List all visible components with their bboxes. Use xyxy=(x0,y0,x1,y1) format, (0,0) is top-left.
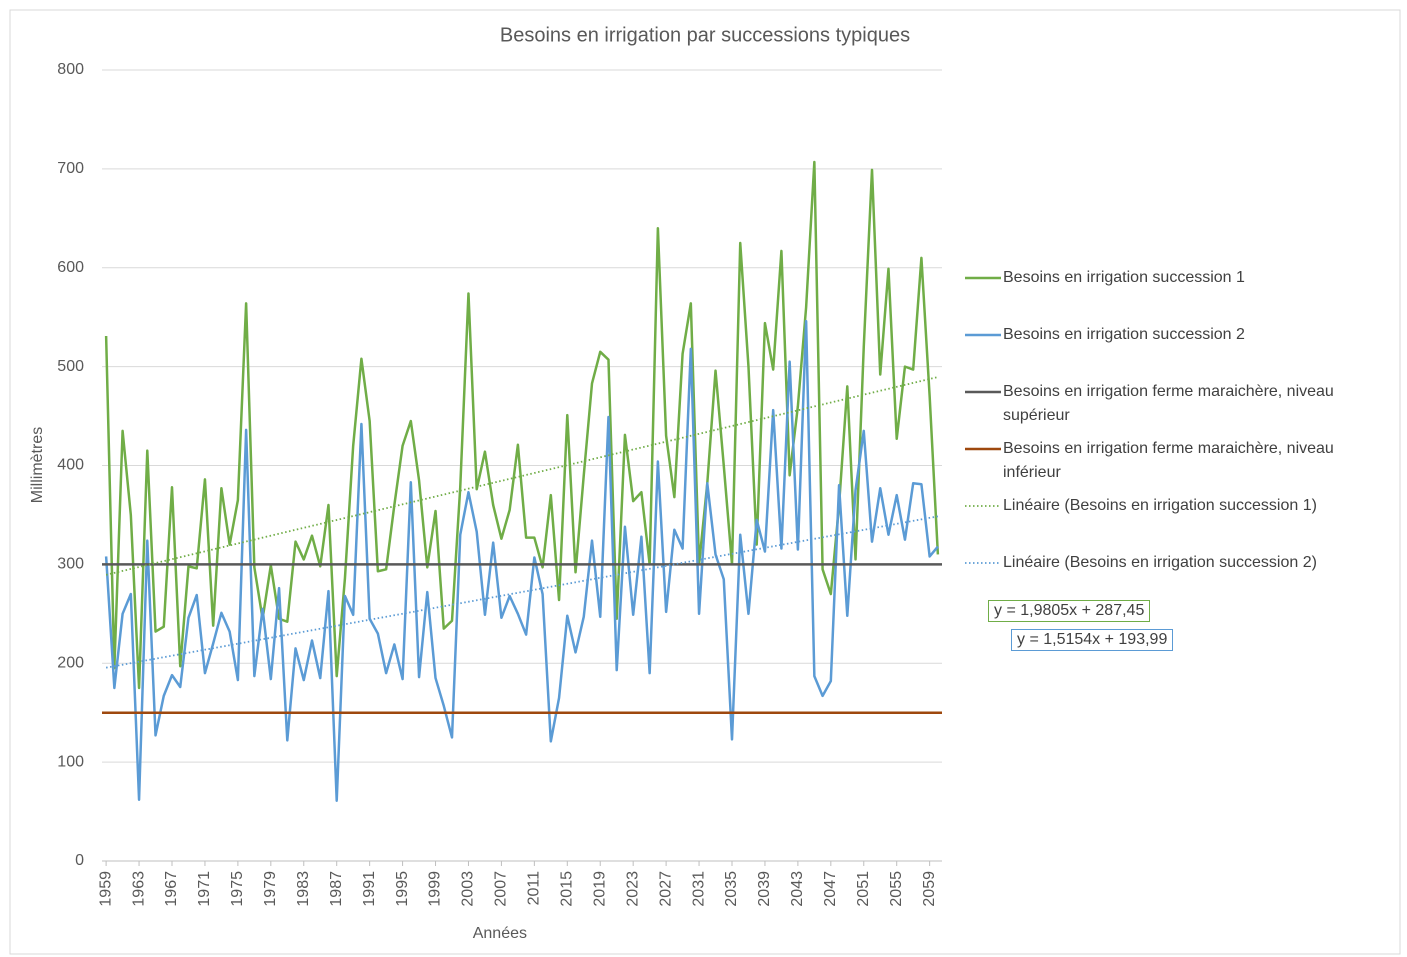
y-tick-label: 700 xyxy=(57,160,84,177)
x-tick-label: 1963 xyxy=(130,871,147,907)
legend-label: Linéaire (Besoins en irrigation successi… xyxy=(1003,497,1317,514)
y-tick-label: 200 xyxy=(57,654,84,671)
legend-item: Besoins en irrigation succession 2 xyxy=(965,323,1365,347)
x-tick-label: 2035 xyxy=(723,871,740,907)
x-tick-label: 1999 xyxy=(427,871,444,907)
x-tick-label: 2051 xyxy=(855,871,872,907)
series-line xyxy=(104,319,939,802)
x-tick-label: 1979 xyxy=(262,871,279,907)
legend-item: Besoins en irrigation ferme maraichère, … xyxy=(965,437,1365,485)
legend-label: Besoins en irrigation succession 2 xyxy=(1003,326,1245,343)
y-tick-label: 400 xyxy=(57,457,84,474)
legend-swatch xyxy=(965,390,1001,394)
y-tick-label: 300 xyxy=(57,556,84,573)
x-tick-label: 2011 xyxy=(526,871,543,906)
legend-label: Linéaire (Besoins en irrigation successi… xyxy=(1003,554,1317,571)
x-tick-label: 2047 xyxy=(822,871,839,907)
legend-label: Besoins en irrigation ferme maraichère, … xyxy=(1003,440,1334,481)
series-line xyxy=(104,160,940,690)
x-tick-label: 1959 xyxy=(97,871,114,907)
y-tick-label: 600 xyxy=(57,259,84,276)
y-axis-label: Millimètres xyxy=(29,427,46,503)
chart-border xyxy=(9,9,1401,955)
x-tick-label: 2059 xyxy=(921,871,938,907)
x-tick-label: 2015 xyxy=(559,871,576,907)
x-tick-label: 2007 xyxy=(493,871,510,907)
legend-label: Besoins en irrigation succession 1 xyxy=(1003,269,1245,286)
x-tick-label: 1991 xyxy=(361,871,378,907)
x-tick-label: 2043 xyxy=(789,871,806,907)
y-tick-label: 100 xyxy=(57,753,84,770)
x-tick-label: 2027 xyxy=(657,871,674,907)
y-tick-label: 0 xyxy=(75,852,84,869)
legend-swatch xyxy=(965,447,1001,451)
y-tick-label: 500 xyxy=(57,358,84,375)
x-tick-label: 2031 xyxy=(690,871,707,907)
x-tick-label: 1987 xyxy=(328,871,345,907)
x-axis-label: Années xyxy=(473,925,527,942)
trend-line xyxy=(105,376,939,576)
trend-line xyxy=(105,515,939,669)
y-tick-label: 800 xyxy=(57,61,84,78)
legend-swatch xyxy=(965,562,1001,564)
legend-label: Besoins en irrigation ferme maraichère, … xyxy=(1003,383,1334,424)
x-tick-label: 1983 xyxy=(295,871,312,907)
x-tick-label: 2019 xyxy=(591,871,608,907)
legend-item: Besoins en irrigation succession 1 xyxy=(965,266,1365,290)
trend-equation: y = 1,5154x + 193,99 xyxy=(1011,629,1174,651)
legend-swatch xyxy=(965,333,1001,337)
x-tick-label: 2055 xyxy=(888,871,905,907)
legend-item: Besoins en irrigation ferme maraichère, … xyxy=(965,380,1365,428)
legend-swatch xyxy=(965,276,1001,280)
legend-item: Linéaire (Besoins en irrigation successi… xyxy=(965,551,1365,575)
x-tick-label: 1971 xyxy=(196,871,213,907)
x-tick-label: 2023 xyxy=(624,871,641,907)
x-tick-label: 1995 xyxy=(394,871,411,907)
trend-equation: y = 1,9805x + 287,45 xyxy=(988,600,1151,622)
x-tick-label: 1975 xyxy=(229,871,246,907)
x-tick-label: 2003 xyxy=(460,871,477,907)
x-tick-label: 1967 xyxy=(163,871,180,907)
x-tick-label: 2039 xyxy=(756,871,773,907)
legend-swatch xyxy=(965,505,1001,507)
legend-item: Linéaire (Besoins en irrigation successi… xyxy=(965,494,1365,518)
chart-title: Besoins en irrigation par successions ty… xyxy=(500,24,910,46)
